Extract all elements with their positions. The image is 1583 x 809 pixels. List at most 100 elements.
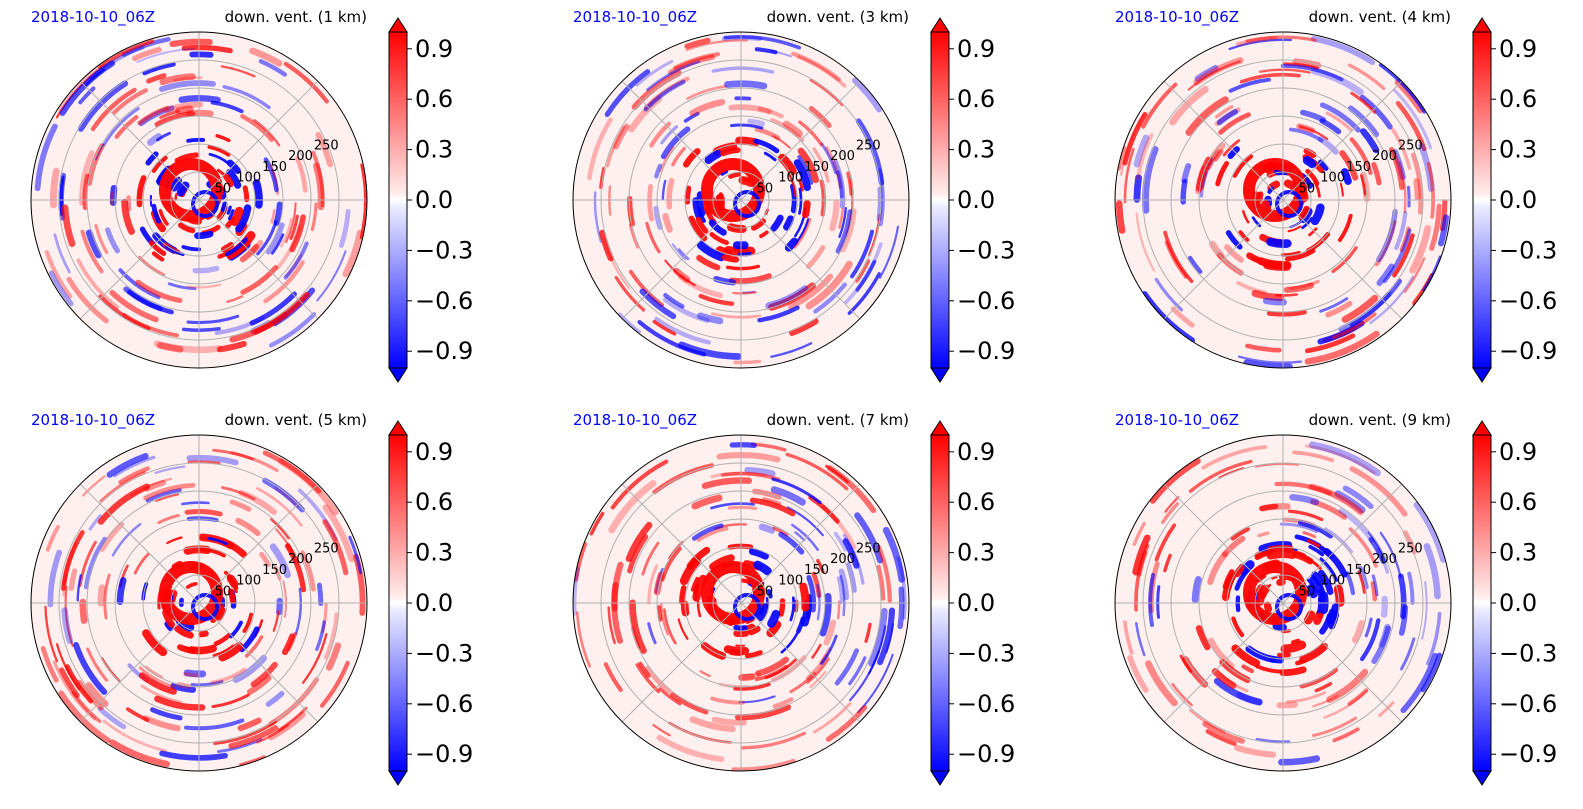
colorbar-tick-label: −0.6 [415,287,473,315]
radial-tick-label: 250 [1398,138,1423,153]
radial-tick-label: 100 [1320,574,1345,589]
colorbar-extend-min [388,367,408,383]
colorbar-tick-label: −0.6 [957,287,1015,315]
colorbar-tick-label: −0.9 [415,337,473,365]
colorbar-tick-label: −0.9 [415,740,473,768]
polar-frame [30,434,368,772]
colorbar-extend-max [930,420,950,436]
colorbar-tick-label: 0.3 [415,539,453,567]
colorbar-extend-max [1472,17,1492,33]
colorbar-tick-label: −0.6 [1499,287,1557,315]
panel-date: 2018-10-10_06Z [573,8,697,27]
polar-grid [573,32,909,368]
radial-tick-label: 100 [236,574,261,589]
colorbar-tick-label: 0.3 [957,539,995,567]
radial-tick-label: 200 [1372,149,1397,164]
colorbar-tick-label: 0.6 [415,488,453,516]
panel-title: down. vent. (5 km) [225,411,367,429]
colorbar-extend-max [1472,420,1492,436]
colorbar: 0.9 0.6 0.3 0.0 −0.3 −0.6 −0.9 [1472,17,1557,383]
colorbar-tick-label: −0.3 [415,236,473,264]
colorbar-extend-min [388,770,408,786]
panel-date: 2018-10-10_06Z [31,411,155,430]
panel-title: down. vent. (4 km) [1309,8,1451,26]
colorbar-extend-min [1472,367,1492,383]
polar-grid [1115,32,1451,368]
panel-date: 2018-10-10_06Z [573,411,697,430]
colorbar-tick-label: −0.3 [957,236,1015,264]
radial-tick-label: 200 [288,149,313,164]
colorbar-tick-label: 0.0 [957,589,995,617]
colorbar-tick-label: 0.6 [1499,488,1537,516]
colorbar-extend-max [388,17,408,33]
colorbar-tick-label: 0.9 [957,438,995,466]
colorbar-tick-label: −0.6 [957,690,1015,718]
colorbar-extend-max [930,17,950,33]
polar-frame [30,31,368,369]
colorbar-tick-label: 0.6 [415,85,453,113]
radial-tick-label: 150 [262,563,287,578]
radial-tick-label: 150 [804,563,829,578]
colorbar-tick-label: −0.3 [1499,639,1557,667]
colorbar: 0.9 0.6 0.3 0.0 −0.3 −0.6 −0.9 [930,420,1015,786]
colorbar-tick-label: 0.9 [415,438,453,466]
radial-tick-label: 100 [1320,171,1345,186]
field-layer [1115,35,1449,368]
colorbar-tick-label: 0.0 [415,186,453,214]
polar-grid [31,435,367,771]
colorbar-tick-label: −0.9 [957,740,1015,768]
panel-title: down. vent. (3 km) [767,8,909,26]
colorbar-tick-label: 0.0 [415,589,453,617]
radial-tick-label: 250 [1398,541,1423,556]
radial-tick-label: 250 [856,541,881,556]
colorbar: 0.9 0.6 0.3 0.0 −0.3 −0.6 −0.9 [930,17,1015,383]
radial-tick-label: 50 [757,584,774,599]
polar-grid [573,435,909,771]
field-layer [34,37,367,354]
polar-frame [1114,31,1452,369]
radial-tick-label: 200 [1372,552,1397,567]
polar-frame [572,31,910,369]
colorbar-tick-label: 0.0 [1499,186,1537,214]
colorbar: 0.9 0.6 0.3 0.0 −0.3 −0.6 −0.9 [388,17,473,383]
radial-tick-label: 200 [830,552,855,567]
radial-tick-label: 100 [778,171,803,186]
panel-date: 2018-10-10_06Z [1115,8,1239,27]
colorbar-tick-label: 0.0 [957,186,995,214]
colorbar-tick-label: 0.3 [957,136,995,164]
panel-title: down. vent. (9 km) [1309,411,1451,429]
field-layer [573,442,907,771]
colorbar-tick-label: 0.3 [415,136,453,164]
radial-tick-label: 150 [1346,563,1371,578]
polar-grid [1115,435,1451,771]
panel-title: down. vent. (1 km) [225,8,367,26]
colorbar-tick-label: −0.6 [1499,690,1557,718]
panel-date: 2018-10-10_06Z [31,8,155,27]
colorbar-extend-min [930,770,950,786]
colorbar-tick-label: 0.6 [957,488,995,516]
colorbar-tick-label: 0.6 [957,85,995,113]
colorbar-extend-min [930,367,950,383]
radial-tick-label: 50 [757,181,774,196]
colorbar-tick-label: 0.6 [1499,85,1537,113]
radial-tick-label: 200 [288,552,313,567]
colorbar-tick-label: 0.9 [1499,438,1537,466]
radial-tick-label: 250 [856,138,881,153]
colorbar-tick-label: 0.3 [1499,539,1537,567]
colorbar-tick-label: 0.0 [1499,589,1537,617]
colorbar-tick-label: −0.3 [957,639,1015,667]
colorbar: 0.9 0.6 0.3 0.0 −0.3 −0.6 −0.9 [1472,420,1557,786]
radial-tick-label: 200 [830,149,855,164]
field-layer [587,35,900,365]
radial-tick-label: 50 [215,181,232,196]
colorbar-extend-min [1472,770,1492,786]
radial-tick-label: 250 [314,138,339,153]
colorbar-tick-label: −0.9 [1499,740,1557,768]
panel-title: down. vent. (7 km) [767,411,909,429]
